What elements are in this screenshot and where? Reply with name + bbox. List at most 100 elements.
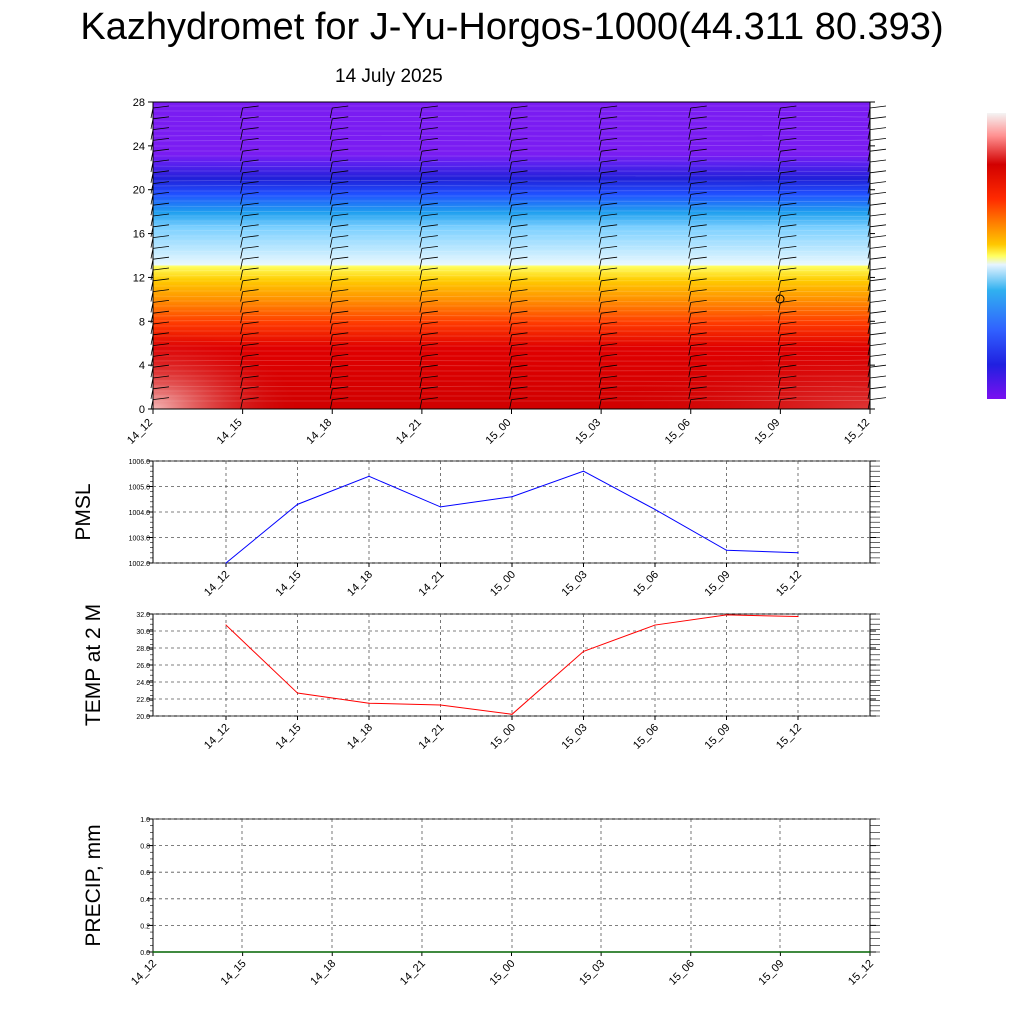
barb-flag [332,300,349,303]
barb-flag [511,300,528,303]
barb-staff [419,388,423,399]
wind-barb [867,116,887,129]
barb-flag [869,267,887,271]
barb-flag [242,321,259,325]
barb-staff [777,205,781,216]
wind-barb [419,192,438,205]
barb-staff [329,151,333,162]
wind-barb [509,343,528,356]
barb-flag [421,364,438,368]
barb-flag [332,170,349,174]
profile-surface-warm-right [600,340,870,409]
x-tick-label: 15_09 [703,569,733,599]
barb-flag [511,224,528,228]
barb-flag [421,267,438,271]
barb-staff [240,129,244,140]
wind-barb [598,397,618,410]
data-point [439,704,442,706]
barb-flag [332,224,349,228]
barb-flag [601,224,618,228]
y-tick-label: 24 [133,141,145,153]
barb-flag [869,386,887,390]
barb-flag [152,278,170,282]
barb-flag [690,300,707,303]
barb-staff [777,226,781,237]
barb-flag [332,192,349,195]
wind-barb [598,354,618,367]
barb-flag [332,246,349,249]
barb-flag [511,159,528,163]
y-axis-label: TEMP at 2 M [82,604,105,726]
wind-barb [419,116,438,129]
barb-flag [601,192,618,195]
barb-flag [869,159,887,163]
barb-staff [419,151,423,162]
barb-staff [598,194,602,205]
barb-staff [419,129,423,140]
barb-flag [152,192,170,195]
barb-flag [242,364,259,368]
contour-line [152,210,871,213]
barb-staff [598,269,602,281]
wind-barb [509,224,528,237]
barb-flag [511,386,528,390]
barb-flag [421,235,438,238]
x-tick-label: 14_12 [202,722,232,752]
wind-barb [329,364,349,378]
barb-staff [688,172,692,183]
barb-flag [152,397,170,400]
barb-flag [421,246,438,249]
barb-staff [688,205,692,216]
barb-flag [332,397,349,400]
barb-flag [780,375,797,379]
wind-barb [329,116,349,129]
wind-barb [240,105,259,119]
barb-staff [240,377,244,389]
barb-flag [332,278,349,282]
barb-flag [511,213,528,217]
barb-flag [152,300,170,303]
barb-flag [332,235,349,238]
barb-staff [240,161,244,173]
barb-staff [329,259,333,270]
wind-barb [329,148,349,162]
y-tick-label: 26.0 [136,663,150,670]
wind-barb [867,321,887,335]
barb-flag [690,386,707,390]
barb-flag [242,278,259,282]
barb-flag [780,256,797,260]
barb-flag [601,170,618,174]
barb-staff [240,269,244,281]
barb-flag [152,256,170,260]
barb-staff [777,367,781,378]
wind-barb [867,375,887,389]
barb-flag [421,310,438,314]
wind-barb [329,343,349,356]
barb-staff [329,226,333,237]
barb-staff [329,388,333,399]
barb-flag [332,375,349,379]
wind-barb [688,332,707,345]
barb-flag [421,224,438,228]
barb-staff [329,118,333,129]
barb-flag [780,267,797,271]
barb-staff [329,323,333,335]
barb-flag [601,364,618,368]
barb-flag [421,105,438,109]
barb-staff [777,129,781,140]
barb-staff [598,334,602,345]
data-point [368,475,370,477]
barb-flag [332,148,349,152]
wind-barb [329,289,349,302]
pmsl-panel: 1002.0 1003.0 1004.0 1005.0 1006.0 14_12 14_15… [72,459,880,599]
y-tick-label: 24.0 [136,680,150,687]
barb-staff [419,215,423,227]
wind-barb [419,105,438,119]
barb-staff [777,107,781,119]
barb-flag [152,235,170,238]
barb-staff [419,313,423,324]
wind-barb [240,181,259,194]
wind-barb [419,332,438,345]
barb-flag [332,213,349,217]
contour-line [152,229,871,232]
